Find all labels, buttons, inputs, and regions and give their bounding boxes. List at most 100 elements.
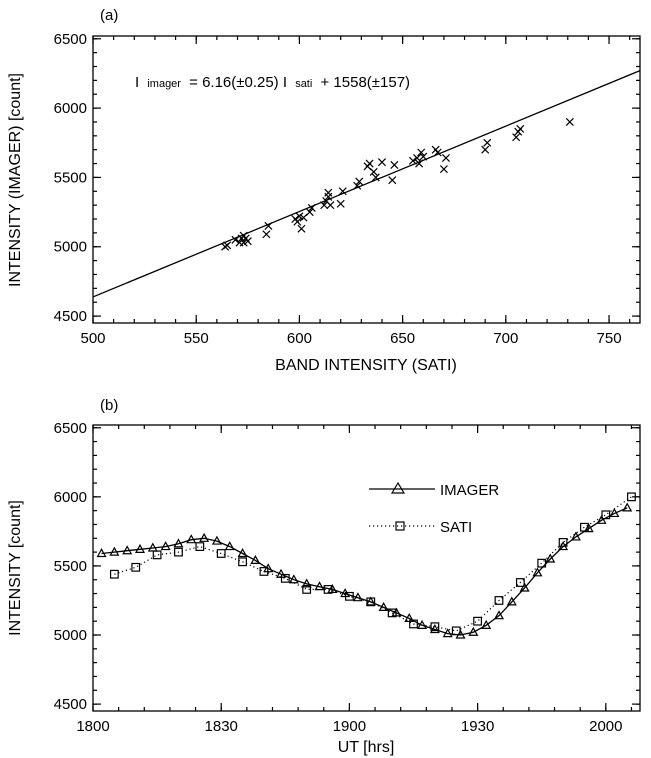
sati-point xyxy=(601,510,611,520)
imager-point xyxy=(442,628,453,638)
sati-point xyxy=(473,616,483,626)
scatter-point-x xyxy=(307,203,316,212)
panel-a-scatter: (a) 500 550 600 650 700 750 4500 5000 5500 6000 65… xyxy=(7,7,641,374)
eq-mid: = 6.16(±0.25) I xyxy=(189,74,287,91)
imager-point xyxy=(596,514,607,524)
panel-b-y-tick-label: 6500 xyxy=(54,420,87,437)
scatter-point-x xyxy=(338,187,347,196)
scatter-point-x xyxy=(223,241,232,250)
scatter-point-x xyxy=(243,237,252,246)
imager-point xyxy=(122,545,133,555)
scatter-point-x xyxy=(365,159,374,168)
sati-point xyxy=(366,597,376,607)
sati-point xyxy=(131,562,141,572)
panel-b-y-tick-label: 6000 xyxy=(54,489,87,506)
sati-point xyxy=(109,569,119,579)
panel-a-y-tick-label: 4500 xyxy=(54,308,87,325)
panel-a-x-tick-label: 650 xyxy=(390,330,415,347)
fit-equation: I imager = 6.16(±0.25) I sati + 1558(±15… xyxy=(135,74,410,91)
imager-point xyxy=(314,581,325,591)
panel-a-ticks: 500 550 600 650 700 750 4500 5000 5500 6000 6500 xyxy=(54,31,640,347)
panel-b-x-tick-label: 2000 xyxy=(589,718,622,735)
eq-tail: + 1558(±157) xyxy=(320,74,410,91)
imager-point xyxy=(622,502,633,512)
scatter-point-x xyxy=(417,148,426,157)
legend-imager-label: IMAGER xyxy=(440,482,499,499)
scatter-point-x xyxy=(353,181,362,190)
sati-point xyxy=(430,622,440,632)
sati-point xyxy=(627,492,636,502)
scatter-point-x xyxy=(408,156,417,165)
fit-line xyxy=(92,70,641,298)
imager-series-line xyxy=(101,507,628,636)
scatter-point-x xyxy=(264,221,273,230)
panel-a-x-tick-label: 500 xyxy=(80,330,105,347)
legend-imager-marker xyxy=(390,481,406,494)
sati-point xyxy=(451,626,461,636)
eq-rhs-sub: sati xyxy=(295,78,312,90)
scatter-point-x xyxy=(336,199,345,208)
panel-a-x-axis-title: BAND INTENSITY (SATI) xyxy=(275,357,457,374)
sati-point xyxy=(515,578,525,587)
imager-point xyxy=(378,601,389,611)
scatter-point-x xyxy=(293,217,302,226)
panel-b-x-tick-label: 1830 xyxy=(205,718,238,735)
scatter-point-x xyxy=(355,177,364,186)
scatter-point-x xyxy=(390,160,399,169)
imager-point xyxy=(173,538,184,548)
imager-point xyxy=(211,535,222,545)
imager-point xyxy=(429,624,440,634)
imager-point xyxy=(224,541,235,551)
sati-point xyxy=(580,522,589,532)
panel-a-x-tick-label: 600 xyxy=(287,330,312,347)
sati-point xyxy=(537,558,547,568)
imager-point xyxy=(237,548,248,558)
panel-b-y-tick-label: 4500 xyxy=(54,696,87,713)
imager-point xyxy=(506,596,517,606)
imager-point xyxy=(288,574,299,584)
scatter-point-x xyxy=(320,201,329,210)
imager-point xyxy=(570,531,581,541)
legend: IMAGER SATI xyxy=(369,481,499,536)
scatter-point-x xyxy=(481,145,490,154)
scatter-point-x xyxy=(369,167,378,176)
scatter-point-x xyxy=(324,188,333,197)
scatter-point-x xyxy=(297,224,306,233)
scatter-point-x xyxy=(415,159,424,168)
imager-point xyxy=(365,596,376,606)
panel-b-points xyxy=(96,492,636,639)
scatter-point-x xyxy=(231,235,240,244)
imager-point xyxy=(545,553,556,563)
panel-a-y-tick-label: 6500 xyxy=(54,31,87,48)
imager-point xyxy=(352,592,363,602)
panel-b-ticks: 1800 1830 1900 1930 2000 4500 5000 5500 6000 6500 xyxy=(54,420,640,735)
panel-b-x-tick-label: 1900 xyxy=(333,718,366,735)
panel-b-y-axis-title: INTENSITY [count] xyxy=(7,500,24,636)
panel-a-x-tick-label: 700 xyxy=(493,330,518,347)
scatter-point-x xyxy=(419,152,428,161)
sati-point xyxy=(387,608,397,618)
scatter-point-x xyxy=(371,173,380,182)
panel-a-y-tick-label: 5000 xyxy=(54,239,87,256)
eq-lhs-symbol: I xyxy=(135,74,139,91)
sati-point xyxy=(409,619,418,629)
imager-point xyxy=(186,534,197,544)
scatter-point-x xyxy=(388,176,397,185)
scatter-point-x xyxy=(377,158,387,167)
scatter-point-x xyxy=(512,133,521,142)
sati-point xyxy=(280,573,290,583)
imager-point xyxy=(109,546,120,556)
panel-a-y-tick-label: 6000 xyxy=(54,100,87,117)
sati-point xyxy=(216,549,226,558)
imager-point xyxy=(199,532,210,542)
panel-b-line: (b) 1800 1830 1900 1930 2000 4500 5000 5500 6000… xyxy=(7,397,641,756)
panel-a-y-tick-label: 5500 xyxy=(54,169,87,186)
scatter-point-x xyxy=(439,165,448,174)
panel-b-series-lines xyxy=(101,496,632,636)
scatter-point-x xyxy=(413,153,422,163)
panel-a-x-tick-label: 550 xyxy=(184,330,209,347)
sati-point xyxy=(238,557,247,567)
scatter-point-x xyxy=(433,148,442,157)
imager-point xyxy=(250,554,261,565)
